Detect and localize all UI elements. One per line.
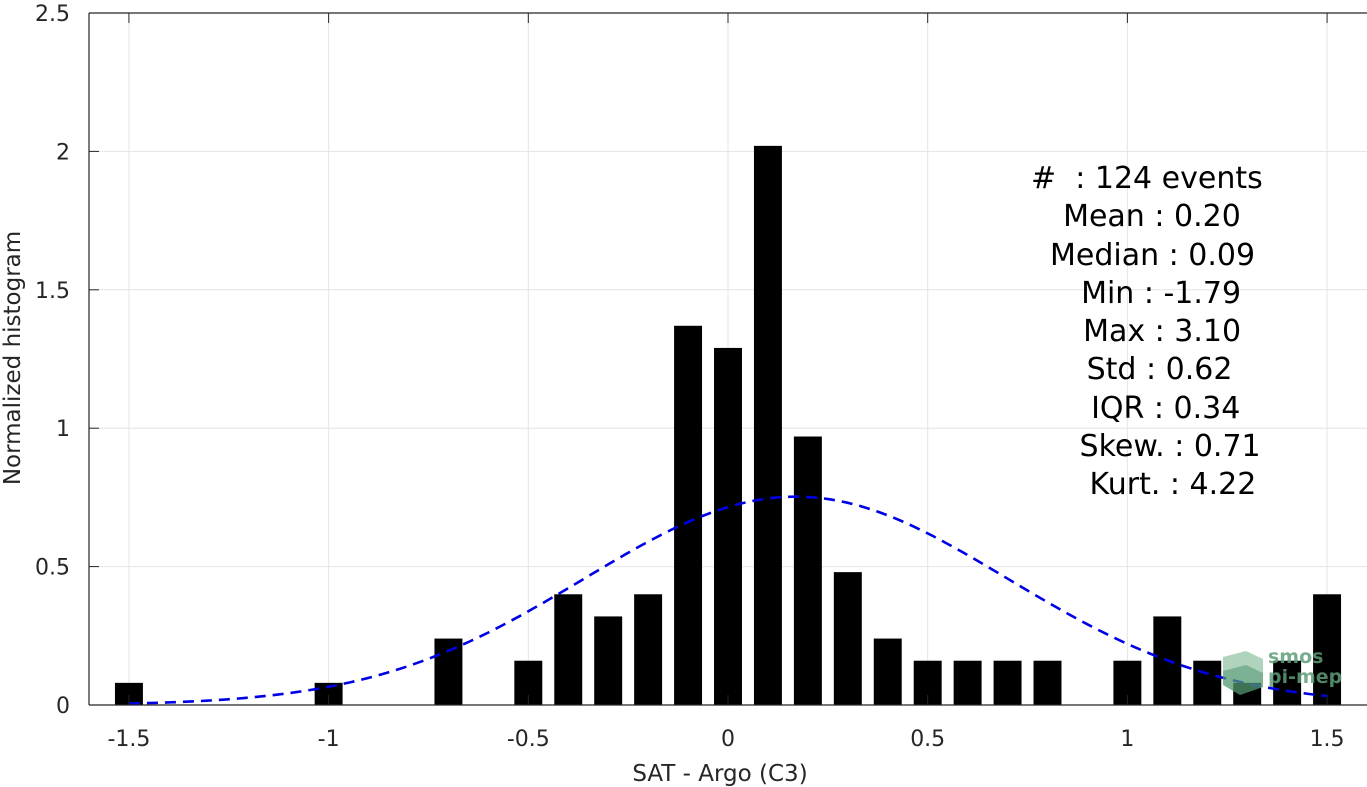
logo-mark-icon bbox=[1223, 651, 1263, 695]
gaussian-fit-curve bbox=[128, 495, 1328, 705]
histogram-bar bbox=[993, 660, 1022, 705]
histogram-bar bbox=[714, 347, 742, 705]
y-tick-labels: 0 0.5 1 1.5 2 2.5 bbox=[35, 2, 70, 719]
y-axis-label: Normalized histogram bbox=[0, 231, 26, 485]
y-tick-label: 1.5 bbox=[35, 279, 70, 304]
stat-kurt: Kurt. : 4.22 bbox=[1080, 467, 1257, 503]
x-tick-label: 1 bbox=[1120, 727, 1134, 752]
axes bbox=[88, 12, 1367, 706]
logo-text-pimep: pi-mep bbox=[1268, 666, 1343, 688]
histogram-bar bbox=[314, 682, 343, 705]
stat-count: # : 124 events bbox=[1031, 161, 1263, 196]
histogram-bar bbox=[833, 572, 862, 705]
histogram-bar bbox=[594, 616, 623, 705]
x-tick-label: -0.5 bbox=[507, 727, 550, 752]
stat-std: Std : 0.62 bbox=[1058, 352, 1233, 388]
stat-median: Median : 0.09 bbox=[1050, 237, 1256, 273]
y-tick-label: 1 bbox=[56, 417, 70, 442]
histogram-bar bbox=[953, 660, 982, 705]
stat-min: Min : -1.79 bbox=[1062, 275, 1242, 311]
x-tick-label: -1 bbox=[318, 727, 340, 752]
logo-text-smos: smos bbox=[1268, 646, 1324, 668]
histogram-bar bbox=[634, 594, 663, 705]
y-tick-label: 2 bbox=[56, 140, 70, 165]
y-tick-label: 2.5 bbox=[35, 2, 70, 27]
x-axis-label: SAT - Argo (C3) bbox=[632, 761, 807, 787]
histogram-bar bbox=[873, 638, 902, 705]
smos-pi-mep-logo: smos pi-mep bbox=[1218, 645, 1353, 697]
statistics-box: # : 124 events Mean : 0.20 Median : 0.09… bbox=[1000, 160, 1290, 505]
x-tick-labels: -1.5 -1 -0.5 0 0.5 1 1.5 bbox=[107, 727, 1344, 752]
histogram-bar bbox=[114, 682, 143, 705]
fit-curve-layer bbox=[128, 495, 1328, 705]
stat-mean: Mean : 0.20 bbox=[1044, 199, 1241, 235]
y-tick-label: 0.5 bbox=[35, 556, 70, 581]
histogram-bar bbox=[1033, 660, 1062, 705]
stat-skew: Skew. : 0.71 bbox=[1070, 429, 1261, 465]
histogram-bar bbox=[674, 325, 703, 705]
histogram-bars bbox=[114, 145, 1342, 705]
histogram-bar bbox=[753, 145, 782, 705]
x-tick-label: 0 bbox=[721, 727, 735, 752]
x-tick-label: 0.5 bbox=[910, 727, 945, 752]
histogram-bar bbox=[793, 436, 822, 705]
histogram-bar bbox=[1273, 660, 1302, 705]
x-tick-label: 1.5 bbox=[1310, 727, 1345, 752]
histogram-bar bbox=[434, 638, 463, 705]
y-tick-label: 0 bbox=[56, 694, 70, 719]
stat-max: Max : 3.10 bbox=[1064, 314, 1242, 350]
stat-iqr: IQR : 0.34 bbox=[1072, 390, 1241, 426]
x-tick-label: -1.5 bbox=[107, 727, 150, 752]
histogram-bar bbox=[1313, 594, 1342, 705]
histogram-bar bbox=[1193, 660, 1222, 705]
histogram-bar bbox=[554, 594, 583, 705]
